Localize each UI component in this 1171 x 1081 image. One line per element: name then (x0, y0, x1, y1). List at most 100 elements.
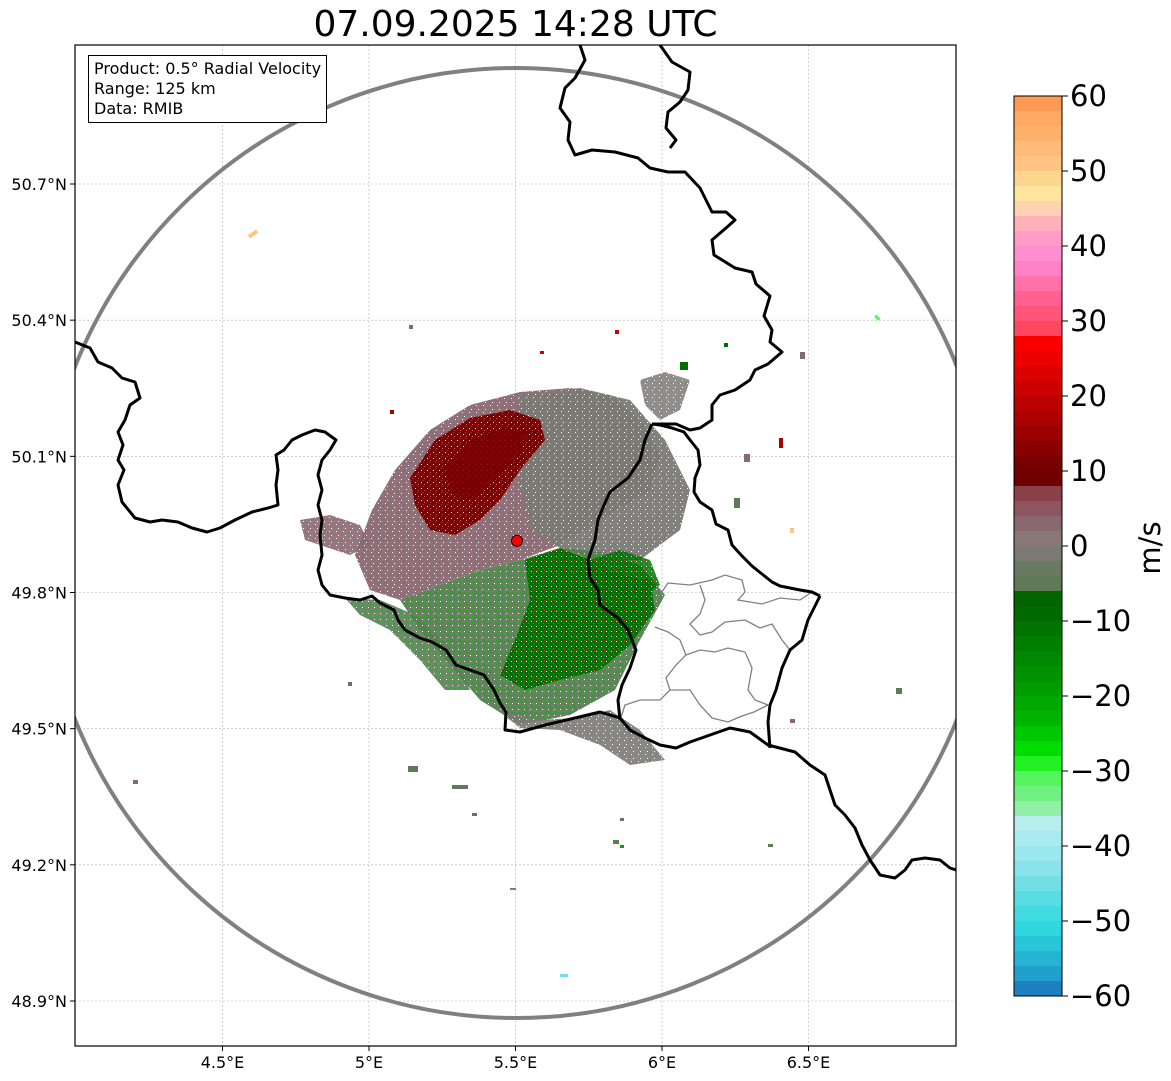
range-ring (75, 66, 956, 1020)
y-tick-label: 49.2°N (11, 856, 67, 875)
echo-speck (613, 840, 619, 844)
colorbar-tick-label: 10 (1070, 454, 1107, 488)
echo-speck (768, 844, 773, 847)
echo-grey-region (510, 388, 690, 560)
echo-speck (408, 766, 418, 772)
colorbar-band (1014, 861, 1062, 877)
colorbar-band (1014, 366, 1062, 382)
echo-speck (620, 845, 624, 848)
colorbar-band (1014, 156, 1062, 172)
colorbar-band (1014, 756, 1062, 772)
colorbar-tick-label: 40 (1070, 229, 1107, 263)
colorbar-band (1014, 831, 1062, 847)
colorbar-band (1014, 201, 1062, 217)
x-tick-label: 5°E (355, 1053, 383, 1072)
colorbar-band (1014, 741, 1062, 757)
colorbar-band (1014, 171, 1062, 187)
colorbar-tick-label: −40 (1070, 829, 1131, 863)
echo-speck (744, 454, 750, 462)
radar-site-marker (510, 534, 523, 547)
echo-speck (510, 888, 516, 890)
colorbar-band (1014, 621, 1062, 637)
colorbar-tick-label: −10 (1070, 604, 1131, 638)
colorbar-band (1014, 306, 1062, 322)
y-tick-label: 50.4°N (11, 311, 67, 330)
colorbar-band (1014, 381, 1062, 397)
colorbar-tick-label: −20 (1070, 679, 1131, 713)
y-tick-label: 50.1°N (11, 447, 67, 466)
colorbar-band (1014, 516, 1062, 532)
info-range: Range: 125 km (94, 79, 216, 98)
colorbar-band (1014, 141, 1062, 157)
colorbar-band (1014, 471, 1062, 487)
colorbar-band (1014, 981, 1062, 997)
info-product: Product: 0.5° Radial Velocity (94, 59, 322, 78)
echo-dark-red-inner (445, 428, 528, 500)
colorbar-band (1014, 651, 1062, 667)
colorbar-band (1014, 711, 1062, 727)
colorbar-band (1014, 921, 1062, 937)
echo-speck (615, 330, 619, 334)
colorbar-band (1014, 96, 1062, 112)
colorbar-band (1014, 111, 1062, 127)
colorbar-band (1014, 396, 1062, 412)
echo-speck (790, 528, 794, 533)
echo-speck (452, 785, 468, 789)
colorbar-band (1014, 336, 1062, 352)
border-luxembourg-west (586, 423, 654, 721)
echo-speck (472, 813, 477, 816)
map-title: 07.09.2025 14:28 UTC (313, 4, 718, 45)
country-borders (75, 45, 956, 880)
colorbar-band (1014, 936, 1062, 952)
echo-speck (779, 438, 783, 448)
colorbar-band (1014, 576, 1062, 592)
colorbar-band (1014, 801, 1062, 817)
colorbar-band (1014, 561, 1062, 577)
border-belgium-luxembourg (651, 422, 821, 598)
colorbar-band (1014, 411, 1062, 427)
colorbar-band (1014, 456, 1062, 472)
colorbar-band (1014, 606, 1062, 622)
colorbar-band (1014, 846, 1062, 862)
colorbar-band (1014, 636, 1062, 652)
colorbar-tick-label: −30 (1070, 754, 1131, 788)
admin-borders (619, 574, 813, 723)
colorbar-band (1014, 771, 1062, 787)
colorbar-tick-label: 60 (1070, 79, 1107, 113)
info-data-source: Data: RMIB (94, 99, 184, 118)
colorbar-band (1014, 531, 1062, 547)
colorbar-band (1014, 246, 1062, 262)
border-netherlands-germany (658, 45, 692, 149)
colorbar-band (1014, 591, 1062, 607)
colorbar-band (1014, 681, 1062, 697)
y-axis: 48.9°N 49.2°N 49.5°N 49.8°N 50.1°N 50.4°N 50.7… (11, 175, 75, 1011)
echo-speck (133, 780, 138, 784)
colorbar-band (1014, 486, 1062, 502)
echo-speck (680, 362, 688, 370)
echo-speck (348, 682, 352, 686)
echo-west-arm (300, 515, 370, 555)
colorbar-band (1014, 891, 1062, 907)
colorbar-band (1014, 426, 1062, 442)
colorbar-tick-label: 50 (1070, 154, 1107, 188)
border-luxembourg-east (766, 595, 822, 749)
colorbar-unit-label: m/s (1133, 521, 1167, 574)
colorbar-band (1014, 216, 1062, 232)
colorbar-band (1014, 261, 1062, 277)
colorbar-band (1014, 501, 1062, 517)
border-belgium-germany-north (558, 45, 784, 432)
echo-speck (734, 498, 740, 508)
colorbar-tick-label: 0 (1070, 529, 1088, 563)
colorbar-band (1014, 441, 1062, 457)
y-tick-label: 48.9°N (11, 992, 67, 1011)
y-tick-label: 49.5°N (11, 720, 67, 739)
colorbar-band (1014, 906, 1062, 922)
echo-speck (790, 719, 795, 723)
echo-speck (390, 410, 394, 414)
colorbar-band (1014, 351, 1062, 367)
colorbar-band (1014, 186, 1062, 202)
colorbar-band (1014, 291, 1062, 307)
echo-speck (540, 351, 544, 354)
info-box: Product: 0.5° Radial Velocity Range: 125… (88, 55, 328, 123)
